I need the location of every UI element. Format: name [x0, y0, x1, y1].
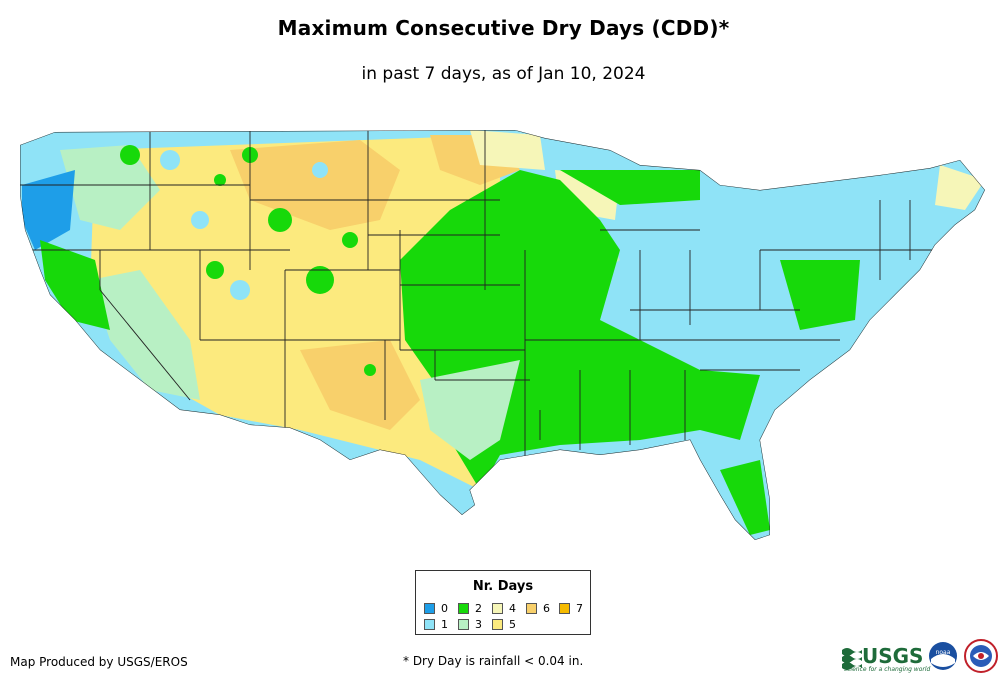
- legend-label: 4: [509, 602, 516, 615]
- usgs-logo: USGS: [862, 644, 924, 668]
- us-cdd-map: [20, 130, 985, 540]
- nws-logo-icon: [964, 639, 998, 673]
- legend-swatch: [424, 603, 435, 614]
- legend-label: 0: [441, 602, 448, 615]
- legend-item-5: 5: [492, 618, 516, 631]
- legend-item-4: 4: [492, 602, 516, 615]
- legend-item-1: 1: [424, 618, 448, 631]
- legend-swatch: [492, 603, 503, 614]
- legend-swatch: [526, 603, 537, 614]
- legend-label: 2: [475, 602, 482, 615]
- legend-label: 5: [509, 618, 516, 631]
- legend-swatch: [458, 603, 469, 614]
- legend-item-6: 6: [526, 602, 550, 615]
- dry-day-footnote: * Dry Day is rainfall < 0.04 in.: [403, 654, 584, 668]
- legend-item-3: 3: [458, 618, 482, 631]
- legend-item-7: 7: [559, 602, 583, 615]
- legend-swatch: [458, 619, 469, 630]
- legend-title: Nr. Days: [472, 579, 534, 594]
- legend-swatch: [424, 619, 435, 630]
- legend-label: 7: [576, 602, 583, 615]
- noaa-logo-icon: noaa: [929, 642, 957, 670]
- legend-swatch: [559, 603, 570, 614]
- legend-item-0: 0: [424, 602, 448, 615]
- producer-credit: Map Produced by USGS/EROS: [10, 655, 188, 669]
- map-title: Maximum Consecutive Dry Days (CDD)*: [277, 16, 730, 40]
- legend-label: 6: [543, 602, 550, 615]
- agency-logos: USGS science for a changing world noaa: [842, 638, 1002, 676]
- map-subtitle: in past 7 days, as of Jan 10, 2024: [361, 64, 646, 84]
- legend-item-2: 2: [458, 602, 482, 615]
- usgs-tagline: science for a changing world: [844, 666, 931, 673]
- legend-swatch: [492, 619, 503, 630]
- noaa-logo-text: noaa: [936, 649, 951, 656]
- legend-label: 1: [441, 618, 448, 631]
- map-legend: Nr. Days 0 1 2 3 4 5 6 7: [415, 570, 591, 635]
- legend-label: 3: [475, 618, 482, 631]
- usgs-wave-icon: [842, 648, 862, 670]
